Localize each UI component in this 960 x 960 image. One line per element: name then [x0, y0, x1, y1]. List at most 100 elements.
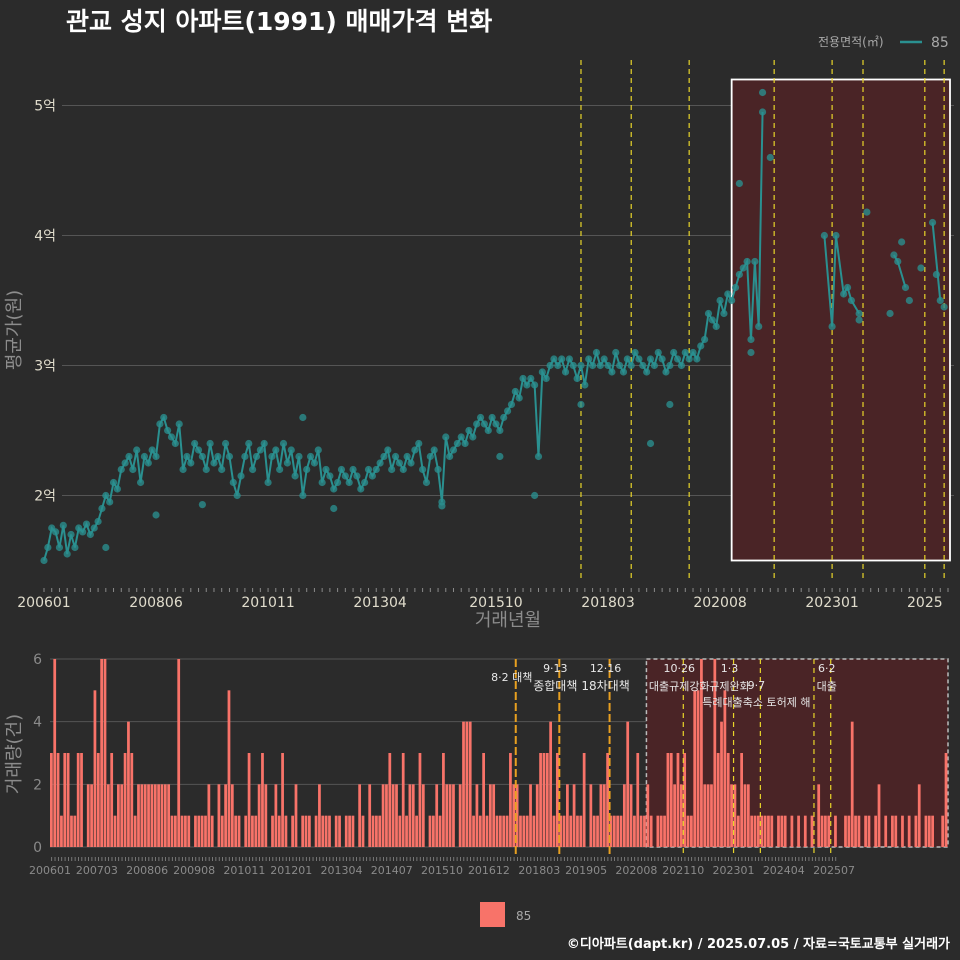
volume-bar	[184, 815, 187, 847]
volume-bar	[264, 784, 268, 847]
volume-bar	[271, 815, 274, 847]
x2-tick-label: 200806	[126, 864, 168, 877]
volume-bar	[783, 815, 787, 847]
volume-bar	[542, 753, 546, 847]
volume-bar	[596, 815, 599, 847]
price-point	[399, 465, 407, 474]
price-point	[82, 520, 91, 528]
price-point	[129, 465, 137, 474]
price-point	[380, 452, 388, 461]
price-point	[735, 179, 743, 188]
volume-bar	[257, 784, 261, 847]
volume-bar	[740, 753, 744, 847]
price-point	[496, 452, 504, 461]
price-point	[218, 465, 226, 474]
price-point	[600, 355, 608, 363]
volume-bar	[495, 815, 499, 847]
event-name-label: 8·2 대책	[491, 671, 532, 684]
price-point	[527, 374, 535, 383]
volume-bar	[210, 815, 214, 847]
x-tick-label: 202008	[693, 595, 746, 611]
volume-bar	[314, 815, 318, 847]
price-point	[175, 420, 183, 428]
price-point	[662, 368, 670, 376]
volume-bar	[700, 659, 703, 847]
price-point	[449, 446, 458, 454]
footer-credit: ©디아파트(dapt.kr) / 2025.07.05 / 자료=국토교통부 실…	[567, 936, 950, 952]
price-point	[476, 413, 485, 422]
volume-bar	[93, 690, 97, 847]
volume-bar	[187, 815, 191, 847]
price-point	[940, 303, 948, 311]
volume-bar	[418, 753, 422, 847]
x2-tick-label: 201905	[565, 864, 607, 877]
volume-bar	[358, 784, 362, 847]
volume-bar	[431, 815, 435, 847]
volume-bar	[177, 659, 181, 847]
volume-bar	[277, 815, 281, 847]
price-point	[704, 309, 713, 318]
volume-bar	[720, 721, 723, 847]
price-point	[616, 361, 624, 370]
price-point	[229, 478, 237, 487]
price-point	[256, 446, 264, 454]
volume-bar	[200, 815, 204, 847]
price-point	[245, 439, 253, 448]
volume-bar	[492, 784, 496, 847]
price-point	[71, 543, 79, 552]
volume-bar	[445, 784, 449, 847]
price-point	[658, 355, 666, 363]
price-point	[198, 452, 206, 461]
volume-bar	[351, 815, 355, 847]
volume-bar	[679, 784, 683, 847]
volume-bar	[408, 784, 412, 847]
volume-bar	[696, 690, 700, 847]
volume-bar	[689, 815, 693, 847]
volume-bar	[515, 784, 519, 847]
volume-bar	[907, 815, 911, 847]
volume-bar	[576, 815, 579, 847]
x2-tick-label: 201803	[518, 864, 560, 877]
price-point	[109, 478, 118, 487]
price-point	[758, 108, 767, 116]
volume-bar	[757, 815, 760, 847]
price-point	[422, 478, 431, 487]
price-point	[225, 452, 234, 461]
volume-bar	[706, 784, 710, 847]
price-point	[511, 387, 519, 396]
volume-bar	[224, 784, 227, 847]
price-point	[198, 501, 206, 509]
price-point	[125, 452, 133, 461]
price-point	[689, 348, 697, 357]
volume-bar	[197, 815, 201, 847]
volume-bar	[348, 815, 351, 847]
volume-bar	[633, 815, 636, 847]
volume-bar	[180, 815, 184, 847]
price-point	[720, 309, 728, 318]
volume-bar	[368, 784, 372, 847]
volume-bar	[509, 753, 512, 847]
price-point	[164, 426, 172, 435]
price-point	[148, 446, 156, 454]
volume-bar	[599, 784, 603, 847]
price-point	[279, 439, 288, 448]
volume-bar	[746, 784, 750, 847]
volume-bar	[106, 784, 110, 847]
volume-bar	[462, 721, 465, 847]
volume-bar	[448, 784, 452, 847]
volume-bar	[753, 815, 757, 847]
x-tick-label: 201803	[581, 595, 634, 611]
price-point	[117, 465, 125, 474]
price-point	[627, 361, 635, 370]
volume-bar	[334, 815, 338, 847]
price-point	[585, 355, 593, 363]
volume-bar	[797, 815, 800, 847]
price-point	[592, 348, 601, 357]
highlight-box	[730, 78, 951, 562]
volume-bar	[656, 815, 660, 847]
volume-bar	[117, 784, 120, 847]
price-point	[739, 264, 747, 272]
volume-bar	[284, 815, 288, 847]
price-point	[341, 472, 349, 480]
